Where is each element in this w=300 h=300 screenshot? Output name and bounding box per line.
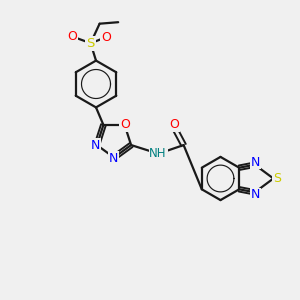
Text: O: O — [169, 118, 179, 131]
Text: S: S — [86, 37, 95, 50]
Text: O: O — [68, 30, 77, 43]
Text: NH: NH — [149, 147, 167, 160]
Text: N: N — [91, 139, 100, 152]
Text: N: N — [108, 152, 118, 165]
Text: O: O — [101, 31, 111, 44]
Text: S: S — [273, 172, 281, 185]
Text: O: O — [120, 118, 130, 131]
Text: N: N — [250, 155, 260, 169]
Text: N: N — [250, 188, 260, 202]
